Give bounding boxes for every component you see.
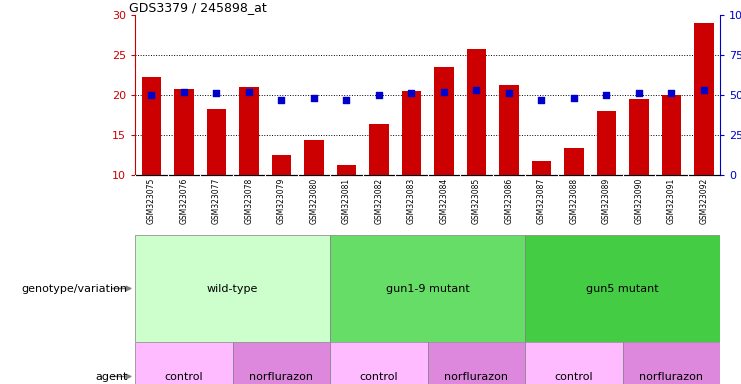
Text: GSM323088: GSM323088 [569,178,578,224]
Text: genotype/variation: genotype/variation [21,283,127,293]
Point [698,87,710,93]
Bar [271,155,291,175]
Text: control: control [165,371,203,381]
Point [373,92,385,98]
Text: GSM323083: GSM323083 [407,178,416,224]
Bar [330,235,525,342]
Text: gun1-9 mutant: gun1-9 mutant [385,283,469,293]
Bar [564,148,583,175]
Point [276,97,288,103]
Bar [531,161,551,175]
Bar [467,49,486,175]
Text: GSM323089: GSM323089 [602,178,611,224]
Text: GSM323076: GSM323076 [179,178,188,224]
Bar [597,111,616,175]
Bar [662,95,681,175]
Text: GSM323082: GSM323082 [374,178,383,224]
Point [633,90,645,96]
Point [665,90,677,96]
Bar [330,342,428,384]
Bar [135,235,330,342]
Bar [336,165,356,175]
Bar [525,235,720,342]
Bar [402,91,421,175]
Text: GSM323086: GSM323086 [504,178,514,224]
Point [568,95,579,101]
Bar [694,23,714,175]
Point [405,90,417,96]
Text: wild-type: wild-type [207,283,258,293]
Text: GSM323092: GSM323092 [700,178,708,224]
Bar [629,99,648,175]
Text: GSM323079: GSM323079 [276,178,286,224]
Text: GSM323080: GSM323080 [309,178,318,224]
Text: control: control [359,371,398,381]
Text: gun5 mutant: gun5 mutant [586,283,659,293]
Point [503,90,515,96]
Point [145,92,157,98]
Point [210,90,222,96]
Point [178,89,190,95]
Text: GSM323084: GSM323084 [439,178,448,224]
Text: GSM323090: GSM323090 [634,178,643,224]
Bar [499,85,519,175]
Text: GDS3379 / 245898_at: GDS3379 / 245898_at [129,1,267,14]
Text: GSM323078: GSM323078 [245,178,253,224]
Bar [174,89,193,175]
Text: GSM323087: GSM323087 [536,178,546,224]
Bar [622,342,720,384]
Point [340,97,352,103]
Bar [428,342,525,384]
Bar [239,87,259,175]
Bar [525,342,622,384]
Bar [135,342,233,384]
Text: GSM323081: GSM323081 [342,178,350,224]
Point [438,89,450,95]
Bar [434,67,453,175]
Text: norflurazon: norflurazon [639,371,703,381]
Text: norflurazon: norflurazon [249,371,313,381]
Text: norflurazon: norflurazon [445,371,508,381]
Bar [304,140,324,175]
Point [535,97,547,103]
Bar [207,109,226,175]
Text: GSM323077: GSM323077 [212,178,221,224]
Text: GSM323085: GSM323085 [472,178,481,224]
Text: GSM323091: GSM323091 [667,178,676,224]
Bar [233,342,330,384]
Text: GSM323075: GSM323075 [147,178,156,224]
Text: agent: agent [95,371,127,381]
Point [600,92,612,98]
Bar [142,78,161,175]
Point [471,87,482,93]
Point [308,95,319,101]
Text: control: control [554,371,593,381]
Bar [369,124,388,175]
Point [243,89,255,95]
